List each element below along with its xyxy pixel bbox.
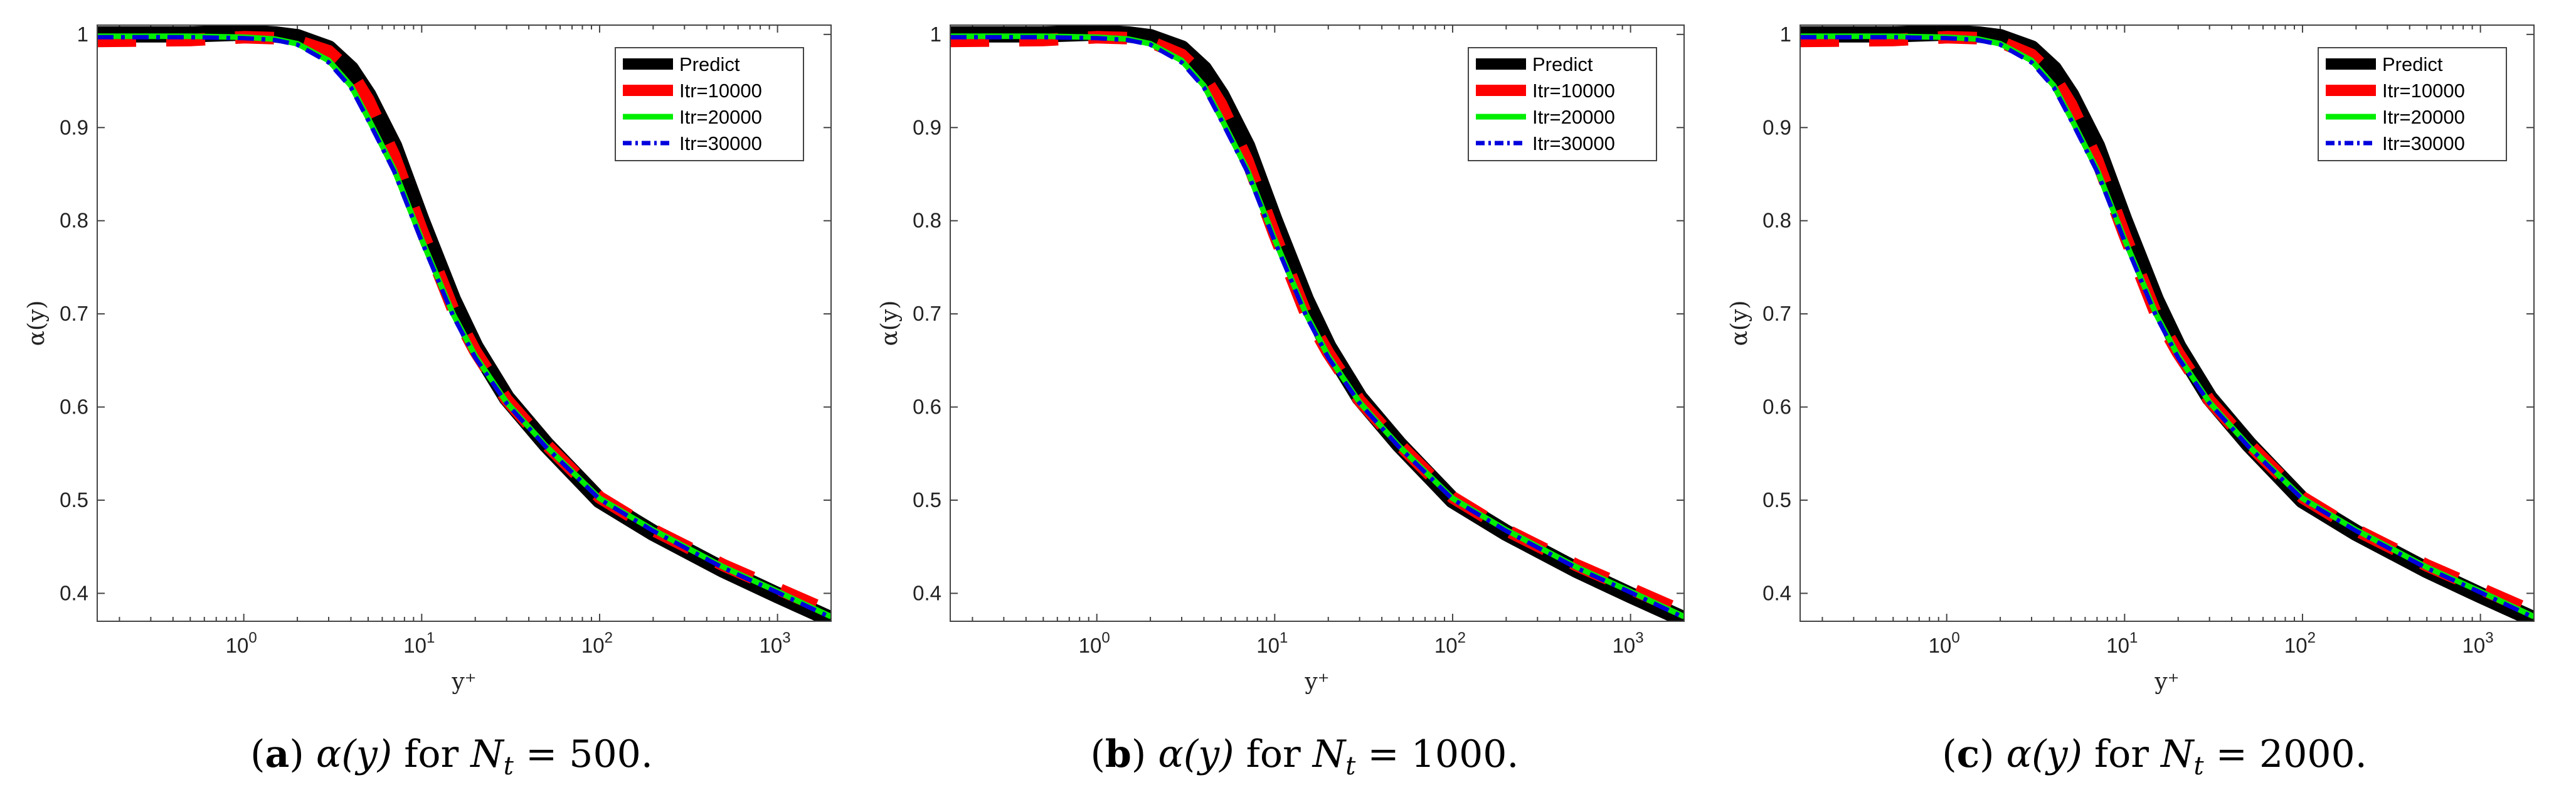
x-axis-label: y⁺ (2154, 669, 2179, 695)
legend: Predict Itr=10000 Itr=20000 Itr=30000 (1468, 47, 1657, 161)
y-axis-label: α(y) (877, 301, 903, 346)
legend: Predict Itr=10000 Itr=20000 Itr=30000 (2318, 47, 2507, 161)
series-line-itr-30000 (950, 35, 1684, 620)
y-tick-label: 1 (77, 23, 88, 46)
x-tick-label: 103 (1613, 629, 1644, 657)
legend-label: Predict (1532, 53, 1593, 75)
y-tick-label: 0.5 (1762, 488, 1791, 511)
y-tick-label: 0.6 (913, 395, 941, 419)
legend-label: Itr=30000 (1532, 132, 1615, 154)
caption-a: (a) α(y) for Nt = 500. (250, 732, 653, 781)
y-tick-label: 0.4 (1762, 581, 1791, 604)
legend-label: Itr=30000 (679, 132, 762, 154)
caption-c: (c) α(y) for Nt = 2000. (1942, 732, 2367, 781)
y-axis-label: α(y) (1727, 301, 1752, 346)
y-tick-label: 0.8 (913, 209, 941, 232)
x-tick-label: 103 (760, 629, 791, 657)
legend-label: Itr=20000 (1532, 106, 1615, 128)
chart-panel-c: 0.4 0.5 0.6 0.7 0.8 0.9 1 100 101 102 103 y⁺ α(y) Pre… (1727, 23, 2535, 781)
x-tick-label: 100 (226, 629, 257, 657)
y-tick-label: 0.9 (913, 115, 941, 139)
x-axis-label: y⁺ (1304, 669, 1329, 695)
x-tick-label: 100 (1929, 629, 1960, 657)
legend-label: Predict (2382, 53, 2443, 75)
y-tick-label: 0.5 (913, 488, 941, 511)
legend-label: Itr=10000 (2382, 80, 2465, 102)
legend-label: Itr=20000 (2382, 106, 2465, 128)
y-axis-label: α(y) (24, 301, 50, 346)
x-tick-label: 103 (2462, 629, 2494, 657)
legend-label: Itr=10000 (1532, 80, 1615, 102)
x-tick-label: 101 (1256, 629, 1288, 657)
y-tick-label: 0.9 (60, 115, 88, 139)
x-tick-label: 102 (1434, 629, 1466, 657)
axes-frame (950, 24, 1685, 622)
caption-b: (b) α(y) for Nt = 1000. (1090, 732, 1519, 781)
y-tick-label: 0.6 (1762, 395, 1791, 419)
legend-label: Predict (679, 53, 740, 75)
series-line-itr-30000 (97, 35, 831, 620)
chart-panel-a: 0.4 0.5 0.6 0.7 0.8 0.9 1 100 101 102 103 y⁺ α(y) Pre… (24, 23, 832, 781)
legend-label: Itr=20000 (679, 106, 762, 128)
y-tick-label: 1 (930, 23, 941, 46)
y-tick-label: 0.7 (60, 302, 88, 325)
legend-label: Itr=30000 (2382, 132, 2465, 154)
y-tick-label: 0.5 (60, 488, 88, 511)
axes-frame (1799, 24, 2535, 622)
y-tick-label: 1 (1780, 23, 1791, 46)
y-tick-label: 0.9 (1762, 115, 1791, 139)
x-axis-label: y⁺ (451, 669, 476, 695)
y-tick-label: 0.4 (60, 581, 88, 604)
y-tick-label: 0.8 (1762, 209, 1791, 232)
chart-panel-b: 0.4 0.5 0.6 0.7 0.8 0.9 1 100 101 102 103 y⁺ α(y) Pre… (877, 23, 1685, 781)
series-line-itr-30000 (1800, 35, 2534, 620)
x-tick-label: 101 (403, 629, 435, 657)
legend-label: Itr=10000 (679, 80, 762, 102)
x-tick-label: 100 (1079, 629, 1110, 657)
axes-frame (97, 24, 832, 622)
y-tick-label: 0.7 (913, 302, 941, 325)
y-tick-label: 0.6 (60, 395, 88, 419)
x-tick-label: 101 (2106, 629, 2138, 657)
x-tick-label: 102 (2284, 629, 2316, 657)
y-tick-label: 0.7 (1762, 302, 1791, 325)
series-line-itr-10000 (97, 31, 831, 618)
y-tick-label: 0.8 (60, 209, 88, 232)
legend: Predict Itr=10000 Itr=20000 Itr=30000 (615, 47, 804, 161)
y-tick-label: 0.4 (913, 581, 941, 604)
x-tick-label: 102 (581, 629, 613, 657)
